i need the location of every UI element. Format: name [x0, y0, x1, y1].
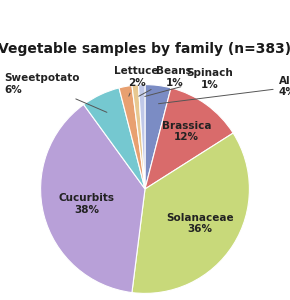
Text: Brassica
12%: Brassica 12%	[162, 121, 211, 142]
Wedge shape	[132, 133, 249, 293]
Text: Allium
4%: Allium 4%	[158, 76, 290, 104]
Wedge shape	[145, 88, 233, 189]
Text: Beans
1%: Beans 1%	[139, 66, 192, 96]
Wedge shape	[41, 104, 145, 292]
Wedge shape	[132, 85, 145, 189]
Text: Spinach
1%: Spinach 1%	[145, 68, 233, 97]
Title: Vegetable samples by family (n=383): Vegetable samples by family (n=383)	[0, 42, 290, 56]
Wedge shape	[119, 85, 145, 189]
Text: Solanaceae
36%: Solanaceae 36%	[166, 213, 233, 235]
Wedge shape	[145, 85, 171, 189]
Text: Cucurbits
38%: Cucurbits 38%	[58, 193, 114, 215]
Wedge shape	[138, 85, 145, 189]
Text: Sweetpotato
6%: Sweetpotato 6%	[4, 74, 107, 112]
Wedge shape	[84, 88, 145, 189]
Text: Lettuce
2%: Lettuce 2%	[114, 66, 159, 96]
